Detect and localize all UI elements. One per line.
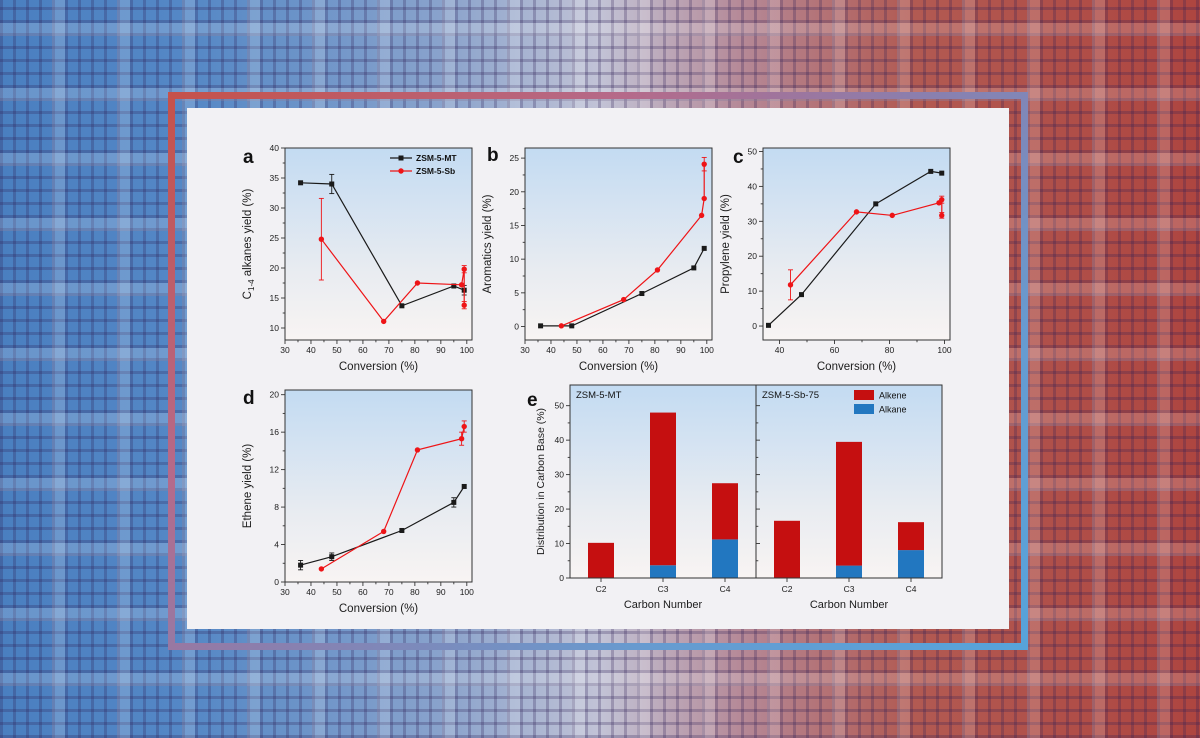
svg-text:20: 20 <box>270 390 280 400</box>
svg-text:40: 40 <box>270 143 280 153</box>
svg-text:40: 40 <box>546 345 556 355</box>
svg-text:40: 40 <box>306 587 316 597</box>
svg-text:35: 35 <box>270 173 280 183</box>
svg-text:50: 50 <box>332 587 342 597</box>
svg-text:Conversion (%): Conversion (%) <box>817 361 896 373</box>
svg-text:25: 25 <box>270 233 280 243</box>
svg-text:30: 30 <box>555 470 565 480</box>
svg-text:10: 10 <box>555 539 565 549</box>
svg-text:C3: C3 <box>844 584 855 594</box>
svg-text:16: 16 <box>270 427 280 437</box>
svg-text:40: 40 <box>555 435 565 445</box>
svg-text:C3: C3 <box>658 584 669 594</box>
svg-text:90: 90 <box>676 345 686 355</box>
svg-text:15: 15 <box>270 293 280 303</box>
svg-text:80: 80 <box>410 587 420 597</box>
svg-text:8: 8 <box>274 502 279 512</box>
svg-text:40: 40 <box>748 181 758 191</box>
svg-text:30: 30 <box>520 345 530 355</box>
svg-text:Distribution in Carbon Base (%: Distribution in Carbon Base (%) <box>535 408 547 555</box>
chart-b-canvas: 30 40 50 60 70 80 90 100 0 5 10 15 20 25 Conversion (%… <box>482 147 714 373</box>
svg-text:C2: C2 <box>782 584 793 594</box>
svg-text:0: 0 <box>274 577 279 587</box>
svg-text:ZSM-5-MT: ZSM-5-MT <box>416 153 457 163</box>
svg-text:100: 100 <box>700 345 714 355</box>
svg-text:60: 60 <box>358 345 368 355</box>
panel-label-d: d <box>243 388 255 409</box>
svg-text:80: 80 <box>650 345 660 355</box>
svg-text:Aromatics yield (%): Aromatics yield (%) <box>482 194 494 293</box>
svg-text:10: 10 <box>748 286 758 296</box>
svg-text:15: 15 <box>510 220 520 230</box>
svg-text:20: 20 <box>555 504 565 514</box>
svg-text:20: 20 <box>270 263 280 273</box>
svg-text:25: 25 <box>510 153 520 163</box>
chart-alkanes-yield: 30 40 50 60 70 80 90 100 10 15 20 25 30 35 40 ZSM-5-MT Z… <box>237 136 477 383</box>
svg-text:ZSM-5-Sb: ZSM-5-Sb <box>416 166 455 176</box>
svg-text:60: 60 <box>598 345 608 355</box>
svg-text:50: 50 <box>572 345 582 355</box>
svg-text:ZSM-5-MT: ZSM-5-MT <box>576 390 622 401</box>
svg-text:70: 70 <box>384 587 394 597</box>
svg-text:Ethene yield (%): Ethene yield (%) <box>242 444 254 529</box>
svg-text:50: 50 <box>332 345 342 355</box>
svg-text:90: 90 <box>436 345 446 355</box>
svg-text:50: 50 <box>555 401 565 411</box>
chart-propylene-yield: 40 60 80 100 0 10 20 30 40 50 Conversion (%) Propyl… <box>715 136 955 383</box>
svg-text:Alkane: Alkane <box>879 405 907 415</box>
figure-panel: a b c d e 30 40 50 60 70 80 90 100 10 15 20 25 30 35 4… <box>187 108 1009 629</box>
svg-text:4: 4 <box>274 540 279 550</box>
svg-text:0: 0 <box>752 321 757 331</box>
svg-text:80: 80 <box>885 345 895 355</box>
panel-label-e: e <box>527 390 538 411</box>
panel-label-c: c <box>733 147 744 168</box>
svg-text:C4: C4 <box>906 584 917 594</box>
svg-text:70: 70 <box>624 345 634 355</box>
svg-text:C1-4 alkanes yield (%): C1-4 alkanes yield (%) <box>242 189 256 300</box>
svg-text:ZSM-5-Sb-75: ZSM-5-Sb-75 <box>762 390 819 401</box>
svg-text:30: 30 <box>280 345 290 355</box>
chart-d-canvas: 30 40 50 60 70 80 90 100 0 4 8 12 16 20 Conversion (%)… <box>242 389 474 615</box>
svg-text:12: 12 <box>270 465 280 475</box>
svg-text:Alkene: Alkene <box>879 391 907 401</box>
svg-text:50: 50 <box>748 146 758 156</box>
svg-text:70: 70 <box>384 345 394 355</box>
svg-text:30: 30 <box>748 216 758 226</box>
svg-text:Carbon Number: Carbon Number <box>624 599 703 611</box>
svg-text:Conversion (%): Conversion (%) <box>579 361 658 373</box>
svg-text:0: 0 <box>514 322 519 332</box>
chart-c-canvas: 40 60 80 100 0 10 20 30 40 50 Conversion (%) Propyl… <box>720 146 952 373</box>
chart-carbon-distribution: C2 C3 C4 0 10 20 30 40 50 ZSM-5-MT Carbon Number C2… <box>532 373 964 618</box>
chart-aromatics-yield: 30 40 50 60 70 80 90 100 0 5 10 15 20 25 Conversion (%… <box>477 136 717 383</box>
svg-text:Conversion (%): Conversion (%) <box>339 361 418 373</box>
svg-text:100: 100 <box>937 345 951 355</box>
panel-label-b: b <box>487 145 499 166</box>
svg-text:60: 60 <box>830 345 840 355</box>
chart-ethene-yield: 30 40 50 60 70 80 90 100 0 4 8 12 16 20 Conversion (%)… <box>237 378 477 625</box>
svg-text:C2: C2 <box>596 584 607 594</box>
svg-text:100: 100 <box>460 345 474 355</box>
svg-text:30: 30 <box>280 587 290 597</box>
svg-text:Propylene yield (%): Propylene yield (%) <box>720 194 732 294</box>
svg-text:100: 100 <box>460 587 474 597</box>
svg-text:5: 5 <box>514 288 519 298</box>
svg-text:20: 20 <box>748 251 758 261</box>
svg-text:10: 10 <box>510 254 520 264</box>
svg-text:Carbon Number: Carbon Number <box>810 599 889 611</box>
svg-text:10: 10 <box>270 323 280 333</box>
svg-text:Conversion (%): Conversion (%) <box>339 603 418 615</box>
panel-label-a: a <box>243 147 254 168</box>
svg-text:20: 20 <box>510 187 520 197</box>
svg-text:60: 60 <box>358 587 368 597</box>
svg-text:0: 0 <box>559 573 564 583</box>
svg-text:40: 40 <box>775 345 785 355</box>
chart-a-canvas: 30 40 50 60 70 80 90 100 10 15 20 25 30 35 40 ZSM-5-MT Z… <box>242 143 474 373</box>
chart-e-canvas: C2 C3 C4 0 10 20 30 40 50 ZSM-5-MT Carbon Number C2… <box>535 384 943 611</box>
svg-text:40: 40 <box>306 345 316 355</box>
svg-text:80: 80 <box>410 345 420 355</box>
svg-text:C4: C4 <box>720 584 731 594</box>
svg-text:30: 30 <box>270 203 280 213</box>
svg-text:90: 90 <box>436 587 446 597</box>
